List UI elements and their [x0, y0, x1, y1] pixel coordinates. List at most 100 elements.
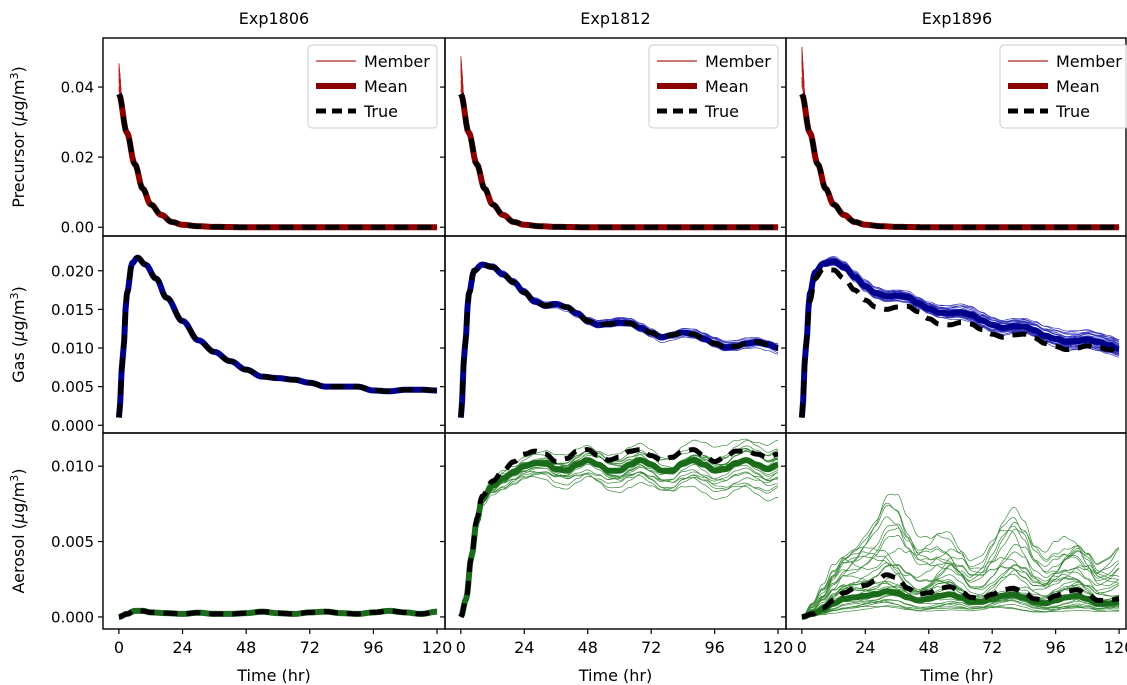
member-line — [801, 603, 1120, 618]
true-line — [116, 92, 439, 230]
x-tick-label: 48 — [236, 638, 256, 657]
member-line — [460, 460, 779, 618]
panel-grid: 0.00 0.02 0.04 Member Mean True Member Mean True… — [51, 37, 1127, 630]
member-line — [801, 259, 1120, 418]
member-line — [460, 265, 779, 418]
panel-precursor-exp1812: Member Mean True — [440, 37, 787, 237]
member-line — [801, 564, 1120, 618]
panel-aerosol-exp1896 — [781, 432, 1127, 630]
x-tick-label: 0 — [114, 638, 124, 657]
mean-line — [458, 457, 780, 619]
panel-gas-exp1896 — [781, 235, 1127, 434]
legend: Member Mean True — [648, 44, 779, 129]
plot-area — [115, 254, 439, 418]
x-axes: Time (hr) Time (hr) Time (hr) 0 24 48 72 96 1… — [114, 629, 1127, 685]
plot-area — [457, 261, 780, 418]
member-line — [801, 516, 1120, 618]
legend-label-mean: Mean — [705, 77, 749, 96]
mean-line — [800, 588, 1121, 620]
true-line — [116, 255, 439, 418]
member-line — [460, 262, 779, 418]
member-line — [801, 257, 1120, 418]
legend-box — [307, 44, 438, 129]
member-line — [460, 471, 779, 618]
panel-gas-exp1812 — [440, 235, 787, 434]
member-line — [801, 580, 1120, 618]
plot-area — [799, 46, 1121, 231]
member-line — [801, 527, 1120, 618]
legend-label-true: True — [1055, 102, 1090, 121]
member-line — [460, 461, 779, 618]
x-tick-label: 72 — [982, 638, 1002, 657]
true-line — [458, 92, 780, 230]
row-y-labels: Precursor (μg/m3) Gas (μg/m3) Aerosol (μg/… — [8, 66, 29, 593]
plot-area — [798, 256, 1121, 418]
member-line — [801, 545, 1120, 618]
y-axis-label-gas: Gas (μg/m3) — [8, 286, 29, 382]
plot-area — [458, 56, 780, 231]
y-tick-label: 0.010 — [51, 340, 94, 358]
member-line — [460, 263, 779, 418]
plot-area — [458, 438, 780, 619]
member-line — [460, 459, 779, 618]
member-line — [801, 579, 1120, 618]
member-line — [460, 463, 779, 618]
panel-gas-exp1806: 0.000 0.005 0.010 0.015 0.020 — [51, 235, 446, 435]
member-line — [460, 265, 779, 418]
true-line — [799, 92, 1121, 230]
mean-line — [798, 258, 1121, 418]
member-line — [801, 604, 1120, 618]
y-axis-label-precursor: Precursor (μg/m3) — [8, 66, 29, 208]
member-line — [801, 528, 1120, 618]
x-tick-label: 72 — [300, 638, 320, 657]
member-line — [460, 468, 779, 618]
x-tick-label: 24 — [172, 638, 192, 657]
member-line — [460, 459, 779, 618]
x-tick-label: 48 — [578, 638, 598, 657]
legend-box — [648, 44, 779, 129]
member-line — [460, 263, 779, 418]
y-tick-label: 0.000 — [51, 608, 94, 626]
legend-label-mean: Mean — [1056, 77, 1100, 96]
member-line — [801, 550, 1120, 618]
true-line — [117, 608, 439, 620]
member-line — [460, 439, 779, 618]
member-line — [460, 451, 779, 618]
member-line — [801, 567, 1120, 618]
member-line — [460, 265, 779, 418]
true-line — [458, 262, 780, 418]
x-tick-label: 72 — [641, 638, 661, 657]
x-axis-label: Time (hr) — [919, 666, 993, 685]
x-tick-label: 24 — [514, 638, 534, 657]
y-tick-label: 0.010 — [51, 458, 94, 476]
plot-area — [117, 607, 439, 620]
column-title-exp1806: Exp1806 — [239, 9, 309, 28]
panel-frame — [785, 432, 1127, 630]
panel-frame — [102, 432, 446, 630]
x-tick-label: 120 — [763, 638, 794, 657]
legend-label-member: Member — [705, 52, 771, 71]
x-tick-label: 120 — [422, 638, 453, 657]
plot-area — [800, 493, 1121, 620]
member-line — [801, 594, 1120, 618]
y-tick-label: 0.005 — [51, 533, 94, 551]
legend: Member Mean True — [307, 44, 438, 129]
member-line — [801, 548, 1120, 618]
member-line — [801, 600, 1120, 618]
x-tick-label: 96 — [704, 638, 724, 657]
legend: Member Mean True — [999, 44, 1127, 129]
panel-precursor-exp1896: Member Mean True — [781, 37, 1127, 237]
panel-precursor-exp1806: 0.00 0.02 0.04 Member Mean True — [61, 37, 446, 237]
panel-frame — [102, 235, 446, 434]
member-line — [460, 438, 779, 618]
legend-label-true: True — [704, 102, 739, 121]
member-line — [801, 563, 1120, 618]
y-tick-label: 0.000 — [51, 417, 94, 435]
y-tick-label: 0.00 — [61, 219, 94, 237]
x-tick-label: 24 — [855, 638, 875, 657]
y-tick-label: 0.020 — [51, 262, 94, 280]
member-line — [801, 257, 1120, 418]
member-line — [801, 564, 1120, 618]
legend-label-member: Member — [1056, 52, 1122, 71]
